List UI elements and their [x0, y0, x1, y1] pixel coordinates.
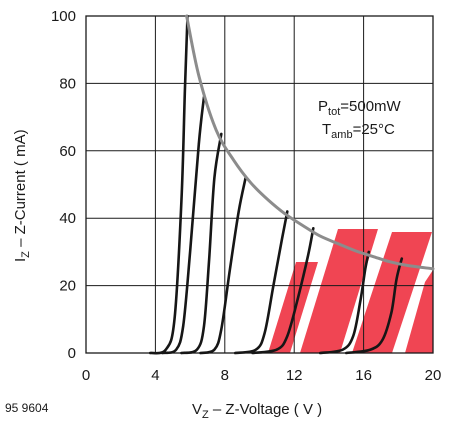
- zener-curve-4: [233, 210, 289, 355]
- zener-curve-3: [199, 176, 247, 355]
- y-tick-label-2: 40: [59, 210, 76, 227]
- x-tick-label-1: 4: [151, 367, 159, 384]
- zener-curve-5: [251, 227, 315, 355]
- annotation-ptot: Ptot=500mW: [318, 98, 402, 118]
- watermark-stripes: [268, 229, 433, 353]
- zener-curve-0: [148, 14, 189, 355]
- watermark-stripe-3: [405, 270, 433, 353]
- y-tick-labels: 0 20 40 60 80 100: [51, 8, 76, 362]
- y-tick-label-3: 60: [59, 143, 76, 160]
- power-limit-curve: [185, 14, 435, 271]
- zener-curves: [148, 14, 404, 355]
- zener-curve-7: [345, 257, 404, 355]
- annotation-tamb: Tamb=25°C: [322, 121, 395, 141]
- watermark-stripe-1: [300, 229, 378, 353]
- x-tick-label-3: 12: [286, 367, 303, 384]
- watermark-stripe-2: [352, 232, 432, 353]
- x-tick-label-0: 0: [82, 367, 90, 384]
- x-tick-label-4: 16: [355, 367, 372, 384]
- zener-curve-6: [318, 250, 371, 355]
- x-tick-label-2: 8: [221, 367, 229, 384]
- x-tick-labels: 0 4 8 12 16 20: [82, 367, 442, 384]
- figure-id: 95 9604: [5, 401, 49, 415]
- x-tick-label-5: 20: [425, 367, 442, 384]
- x-axis-label: VZ – Z-Voltage ( V ): [192, 401, 322, 421]
- y-tick-label-0: 0: [68, 345, 76, 362]
- watermark-stripe-0: [268, 262, 318, 353]
- y-tick-label-5: 100: [51, 8, 76, 25]
- y-tick-label-1: 20: [59, 278, 76, 295]
- y-tick-label-4: 80: [59, 75, 76, 92]
- y-axis-label: IZ – Z-Current ( mA): [12, 129, 32, 262]
- zener-curve-2: [180, 132, 223, 355]
- zener-curve-1: [161, 95, 206, 355]
